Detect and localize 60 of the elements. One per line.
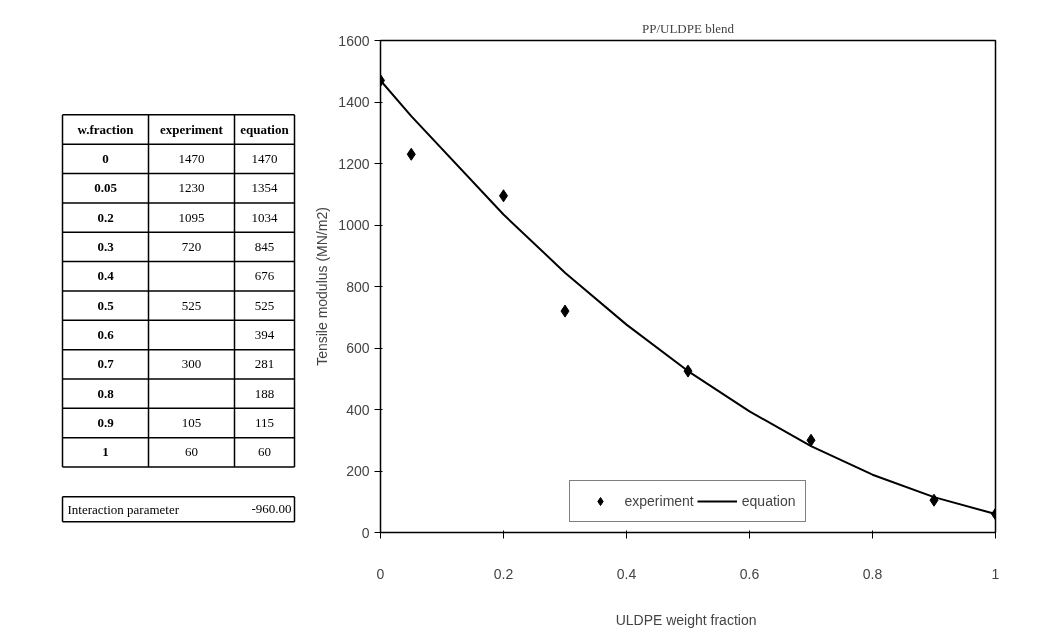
point bbox=[683, 364, 693, 378]
chart-title: PP/ULDPE blend bbox=[641, 20, 735, 36]
text: 720 bbox=[181, 238, 202, 254]
y-tick-label: 600 bbox=[346, 340, 370, 356]
text: 1095 bbox=[178, 209, 205, 225]
text: 0.6 bbox=[97, 326, 114, 342]
text: 845 bbox=[254, 238, 275, 254]
x-axis-title: ULDPE weight fraction bbox=[615, 611, 757, 628]
y-tick-label: 1000 bbox=[338, 217, 370, 233]
x-tick-label: 0.6 bbox=[739, 565, 760, 582]
x-tick-label: 0.8 bbox=[862, 565, 883, 582]
text: 188 bbox=[254, 385, 275, 401]
category-label: w.fraction bbox=[77, 122, 135, 138]
x-tick-label: 0 bbox=[376, 565, 385, 582]
point bbox=[806, 433, 816, 447]
text: 0.7 bbox=[97, 356, 114, 372]
y-tick-label: 1600 bbox=[338, 32, 370, 49]
point bbox=[560, 304, 570, 318]
text: 0.05 bbox=[94, 180, 117, 196]
y-tick-label: 1200 bbox=[338, 155, 370, 172]
x-tick-label: 1 bbox=[991, 565, 1000, 582]
text: 0.8 bbox=[97, 385, 114, 401]
text: 1354 bbox=[251, 180, 278, 196]
x-tick-label: 0.2 bbox=[493, 565, 514, 582]
text: 60 bbox=[185, 444, 198, 460]
text: -960.00 bbox=[251, 501, 292, 517]
text: 0 bbox=[102, 150, 109, 166]
point bbox=[406, 147, 416, 161]
text: 60 bbox=[258, 444, 271, 460]
legend-label: equation bbox=[741, 493, 796, 509]
text: 300 bbox=[181, 356, 202, 372]
text: 525 bbox=[181, 297, 202, 313]
text: 676 bbox=[254, 268, 275, 284]
y-tick-label: 800 bbox=[346, 278, 370, 295]
text: 0.9 bbox=[97, 415, 114, 431]
text: 0.2 bbox=[97, 209, 114, 225]
y-tick-label: 0 bbox=[361, 524, 370, 541]
text: 1034 bbox=[251, 209, 278, 225]
y-tick-label: 200 bbox=[346, 463, 370, 479]
text: 394 bbox=[254, 326, 275, 342]
text: 281 bbox=[254, 356, 275, 372]
text: 0.5 bbox=[97, 297, 114, 313]
text: 1470 bbox=[251, 150, 278, 166]
text: 1230 bbox=[178, 180, 205, 196]
category-label: experiment bbox=[160, 122, 224, 138]
text: Interaction parameter bbox=[67, 501, 180, 517]
y-tick-label: 1400 bbox=[338, 94, 370, 110]
point bbox=[929, 493, 939, 507]
text: 525 bbox=[254, 297, 275, 313]
y-tick-label: 400 bbox=[346, 401, 370, 418]
x-tick-label: 0.4 bbox=[616, 565, 637, 582]
category-label: equation bbox=[240, 122, 290, 138]
text: 0.4 bbox=[97, 268, 114, 284]
text: 115 bbox=[254, 415, 275, 431]
text: 0.3 bbox=[97, 238, 114, 254]
legend-label: experiment bbox=[624, 493, 694, 509]
text: 1470 bbox=[178, 150, 205, 166]
text: 1 bbox=[102, 444, 109, 460]
text: 105 bbox=[181, 415, 202, 431]
y-axis-title: Tensile modulus (MN/m2) bbox=[314, 207, 331, 366]
